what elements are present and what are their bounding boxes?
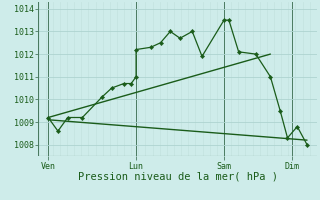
X-axis label: Pression niveau de la mer( hPa ): Pression niveau de la mer( hPa ) xyxy=(78,172,278,182)
